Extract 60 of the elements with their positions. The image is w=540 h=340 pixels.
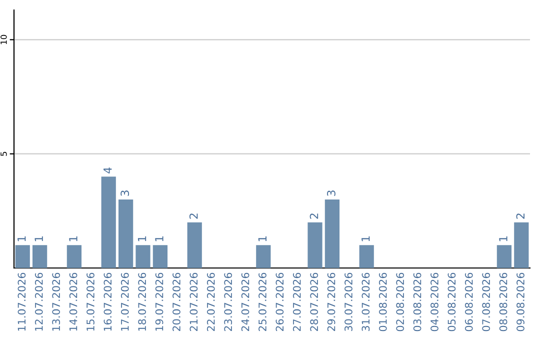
data-label: 1 [138,236,146,242]
x-tick-label: 20.07.2026 [172,272,180,332]
x-tick-label: 07.08.2026 [482,272,490,332]
bar [496,245,512,268]
data-label: 1 [69,236,78,242]
x-tick-label: 19.07.2026 [155,272,164,331]
x-tick-label: 18.07.2026 [138,272,146,331]
x-tick-label: 26.07.2026 [276,272,284,332]
x-tick-label: 05.08.2026 [448,272,456,332]
x-tick-label: 04.08.2026 [430,272,438,332]
data-label: 1 [34,236,43,242]
bar [118,200,134,268]
x-tick-label: 12.07.2026 [34,272,43,331]
data-label: 3 [327,190,336,196]
x-tick-label: 29.07.2026 [327,272,336,332]
data-label: 1 [362,236,370,242]
bar [136,245,150,268]
x-tick-label: 30.07.2026 [344,272,352,332]
x-tick-label: 25.07.2026 [258,272,266,332]
y-tick-label: 10 [0,34,7,44]
data-label: 1 [18,236,26,242]
bar [359,245,374,268]
x-tick-label: 02.08.2026 [396,272,404,332]
x-tick-label: 16.07.2026 [104,272,112,331]
bar [514,222,529,268]
data-label: 1 [258,236,266,242]
x-tick-label: 21.07.2026 [190,272,198,332]
x-tick-label: 28.07.2026 [310,272,318,332]
data-label: 2 [310,214,318,219]
x-tick-label: 14.07.2026 [69,272,78,331]
x-tick-label: 24.07.2026 [241,272,250,332]
x-tick-label: 08.08.2026 [499,272,508,332]
bar [152,245,168,268]
x-tick-label: 13.07.2026 [52,272,60,331]
y-tick-label: 5 [0,152,7,156]
data-label: 2 [189,214,198,219]
bar [101,176,116,268]
bar [66,245,82,268]
bar [256,245,271,268]
x-tick-label: 03.08.2026 [413,272,422,332]
x-tick-label: 11.07.2026 [18,272,26,331]
x-tick-label: 31.07.2026 [362,272,370,332]
x-tick-label: 15.07.2026 [86,272,94,331]
bar [308,222,322,268]
x-tick-label: 01.08.2026 [378,272,387,332]
data-label: 3 [120,190,130,196]
x-tick-label: 23.07.2026 [224,272,232,332]
x-tick-label: 22.07.2026 [206,272,215,332]
bar [187,222,202,268]
data-label: 2 [516,214,524,219]
data-label: 1 [155,236,164,242]
x-tick-label: 27.07.2026 [292,272,301,332]
bar [32,245,48,268]
bar [15,245,30,268]
x-tick-label: 17.07.2026 [120,272,129,331]
x-tick-label: 09.08.2026 [516,272,524,332]
data-label: 4 [104,167,112,174]
x-tick-label: 06.08.2026 [464,272,473,332]
bar [324,200,340,268]
data-label: 1 [499,236,508,242]
